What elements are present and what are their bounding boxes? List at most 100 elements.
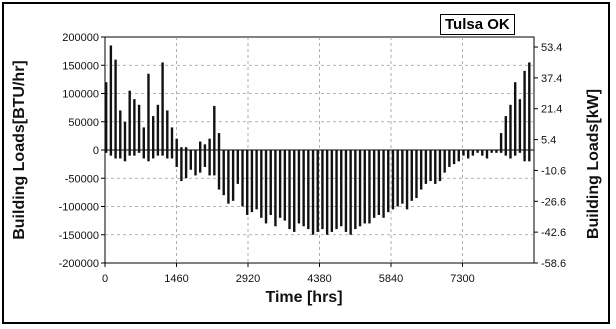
load-bar (429, 150, 432, 182)
load-bar (340, 150, 343, 227)
chart-frame: 200000 150000 100000 50000 0 -50000 -100000 -15… (2, 2, 610, 324)
load-bar (241, 150, 244, 207)
y2-tick-label: -42.6 (541, 227, 566, 239)
load-bar (222, 150, 225, 196)
y2-tick-label: 21.4 (541, 104, 562, 116)
load-bar (175, 138, 178, 167)
load-bar (114, 59, 117, 159)
y2-tick-label: -58.6 (541, 258, 566, 270)
load-bar (166, 110, 169, 159)
y-axis-label: Building Loads[BTU/hr] (11, 60, 28, 240)
load-bar (391, 150, 395, 210)
load-bar (180, 147, 183, 182)
load-bar (189, 150, 192, 170)
load-bar (203, 144, 207, 167)
load-bar (387, 150, 390, 213)
y2-tick-label: 53.4 (541, 42, 562, 54)
load-bar (410, 150, 413, 201)
load-bar (330, 150, 334, 232)
load-bar (325, 150, 329, 235)
load-bar (490, 150, 493, 153)
load-bar (260, 150, 263, 218)
load-bar (213, 105, 216, 176)
load-bar (316, 150, 319, 232)
load-bar (513, 82, 517, 156)
load-bar (278, 150, 282, 218)
load-bar (434, 150, 437, 184)
load-bar (288, 150, 291, 230)
load-bar (509, 104, 512, 159)
building-loads-chart: 200000 150000 100000 50000 0 -50000 -100000 -15… (11, 32, 602, 306)
load-bar (349, 150, 352, 235)
load-bar (194, 150, 197, 176)
load-bar (495, 150, 498, 153)
load-bar (354, 150, 357, 230)
y-tick-label: -200000 (59, 258, 99, 270)
load-bar (250, 150, 254, 213)
load-bar (368, 150, 371, 224)
x-axis-label: Time [hrs] (265, 289, 342, 306)
load-bar (307, 150, 310, 230)
load-bar (419, 150, 423, 190)
load-bar (448, 150, 451, 167)
y2-tick-label: -26.6 (541, 196, 566, 208)
y-tick-label: 200000 (62, 32, 99, 44)
load-bar (311, 150, 315, 235)
load-bar (382, 150, 385, 218)
load-bar (297, 150, 301, 224)
load-bar (424, 150, 428, 184)
load-bar (302, 150, 305, 227)
load-bar (123, 121, 127, 162)
load-bar (147, 73, 150, 162)
y-tick-label: -100000 (59, 202, 99, 214)
load-bar (199, 141, 202, 173)
load-bar (471, 150, 475, 156)
load-bar (137, 104, 141, 153)
load-bar (481, 150, 484, 156)
y-tick-label: 100000 (62, 89, 99, 101)
load-bar (109, 45, 113, 156)
load-bar (321, 150, 324, 230)
y2-tick-label: -10.6 (541, 165, 566, 177)
load-bar (236, 150, 240, 184)
load-bar (142, 127, 145, 159)
y-tick-label: 0 (93, 145, 99, 157)
load-bar (401, 150, 404, 204)
load-bar (452, 150, 456, 165)
y-tick-label: -50000 (65, 173, 99, 185)
load-bar (457, 150, 460, 162)
load-bar (358, 150, 362, 227)
load-bar (396, 150, 399, 207)
load-bar (335, 150, 338, 230)
load-bar (227, 150, 230, 204)
load-bar (523, 70, 526, 162)
load-bar (128, 90, 131, 156)
load-bar (363, 150, 366, 224)
load-bar (438, 150, 442, 182)
load-bar (133, 99, 136, 156)
y2-tick-label: 37.4 (541, 73, 562, 85)
load-bar (377, 150, 381, 215)
load-bar (208, 138, 211, 176)
y-tick-label: 150000 (62, 60, 99, 72)
load-bar (119, 110, 122, 159)
load-bar (372, 150, 376, 218)
load-bar (156, 104, 160, 156)
load-bar (184, 147, 188, 179)
y2-tick-label: 5.4 (541, 135, 556, 147)
load-bar (246, 150, 249, 215)
load-bar (161, 62, 164, 156)
x-tick-label: 0 (102, 273, 108, 285)
x-tick-label: 7300 (450, 273, 474, 285)
y-tick-label: 50000 (68, 117, 99, 129)
load-bar (274, 150, 277, 227)
load-bar (283, 150, 287, 221)
load-bar (405, 150, 409, 210)
load-bar (476, 150, 479, 153)
load-bar (504, 116, 507, 156)
load-bar (344, 150, 348, 232)
load-bar (499, 133, 503, 153)
y2-axis-label: Building Loads[kW] (585, 89, 602, 239)
load-bar (466, 150, 470, 159)
x-tick-label: 2920 (236, 273, 260, 285)
